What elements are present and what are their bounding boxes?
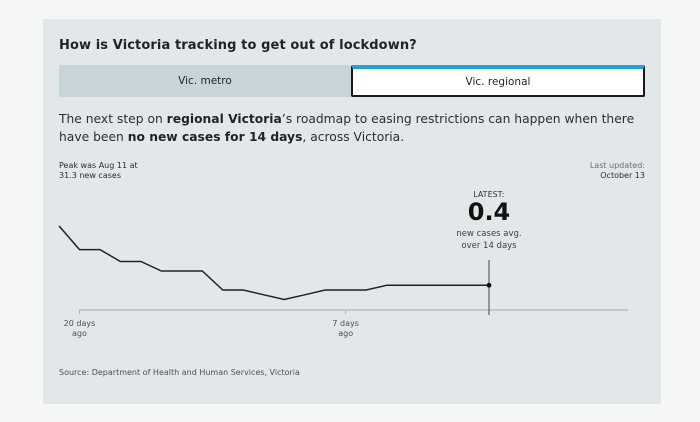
peak-note-line1: Peak was Aug 11 at <box>59 161 138 170</box>
last-updated: Last updated: October 13 <box>590 161 645 181</box>
x-tick-label: 20 days <box>64 319 96 328</box>
intro-part3: , across Victoria. <box>302 130 405 144</box>
x-tick-label: ago <box>338 329 353 338</box>
x-tick-label: ago <box>72 329 87 338</box>
latest-unit-line2: over 14 days <box>461 241 517 251</box>
x-tick-label: 7 days <box>332 319 359 328</box>
peak-note-line2: 31.3 new cases <box>59 171 121 180</box>
cases-series-line <box>58 225 489 301</box>
intro-text: The next step on regional Victoria’s roa… <box>59 110 649 146</box>
intro-bold2: no new cases for 14 days <box>127 130 303 144</box>
source-note: Source: Department of Health and Human S… <box>59 368 300 377</box>
intro-bold1: regional Victoria <box>166 112 282 126</box>
tab-vic-regional[interactable]: Vic. regional <box>351 65 645 97</box>
intro-part1: The next step on <box>59 112 167 126</box>
tracker-card: How is Victoria tracking to get out of l… <box>43 19 661 404</box>
region-tabs: Vic. metro Vic. regional <box>59 65 645 97</box>
intro-part2: ’s roadmap to easing restrictions can ha… <box>59 112 635 144</box>
last-updated-label: Last updated: <box>589 161 645 170</box>
latest-unit-line1: new cases avg. <box>456 229 522 239</box>
tab-vic-metro[interactable]: Vic. metro <box>59 65 351 97</box>
last-updated-date: October 13 <box>600 171 645 180</box>
latest-point <box>486 282 492 288</box>
latest-unit: new cases avg. over 14 days <box>456 228 521 252</box>
latest-label: LATEST: <box>473 190 505 199</box>
card-title: How is Victoria tracking to get out of l… <box>59 38 417 53</box>
latest-value: 0.4 <box>467 198 511 226</box>
peak-note: Peak was Aug 11 at 31.3 new cases <box>59 161 169 181</box>
